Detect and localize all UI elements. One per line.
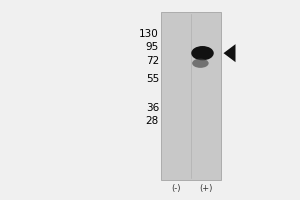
Ellipse shape — [192, 59, 209, 68]
Text: (+): (+) — [199, 184, 212, 194]
Polygon shape — [224, 44, 236, 62]
Text: 55: 55 — [146, 74, 159, 84]
Text: (-): (-) — [171, 184, 180, 194]
Text: 28: 28 — [146, 116, 159, 126]
Text: 95: 95 — [146, 42, 159, 52]
Text: 72: 72 — [146, 56, 159, 66]
Text: 130: 130 — [139, 29, 159, 39]
Ellipse shape — [191, 46, 214, 60]
Text: 36: 36 — [146, 103, 159, 113]
Bar — [160, 12, 220, 180]
